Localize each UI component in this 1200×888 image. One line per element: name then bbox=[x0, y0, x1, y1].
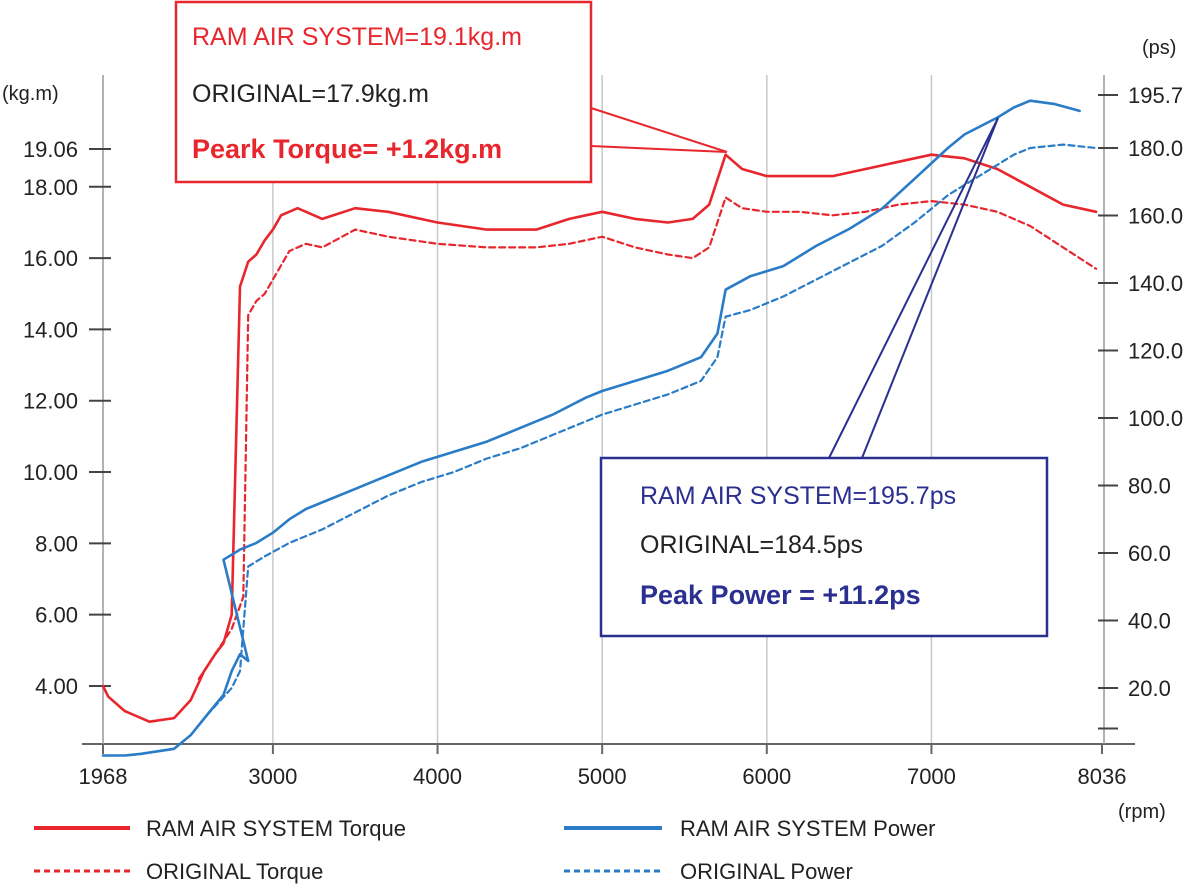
x-tick-label: 8036 bbox=[1078, 764, 1127, 789]
power-annotation-line1: RAM AIR SYSTEM=195.7ps bbox=[640, 482, 956, 510]
legend: RAM AIR SYSTEM Torque RAM AIR SYSTEM Powe… bbox=[34, 816, 936, 884]
x-tick-label: 1968 bbox=[79, 764, 128, 789]
series-line bbox=[101, 99, 1081, 757]
y-right-tick-label: 180.0 bbox=[1128, 136, 1183, 161]
torque-leader-line bbox=[590, 107, 728, 153]
y-left-tick-label: 16.00 bbox=[23, 246, 78, 271]
legend-label: RAM AIR SYSTEM Power bbox=[680, 816, 936, 841]
y-left-tick-label: 18.00 bbox=[23, 175, 78, 200]
legend-label: ORIGINAL Power bbox=[680, 859, 853, 884]
torque-annotation: RAM AIR SYSTEM=19.1kg.m ORIGINAL=17.9kg.… bbox=[174, 0, 593, 184]
power-leader-line bbox=[828, 117, 999, 459]
x-tick-label: 4000 bbox=[413, 764, 462, 789]
y-right-tick-label: 20.0 bbox=[1128, 676, 1171, 701]
y-left-tick-label: 4.00 bbox=[35, 674, 78, 699]
torque-annotation-line3: Peark Torque= +1.2kg.m bbox=[192, 134, 502, 164]
power-annotation-line2: ORIGINAL=184.5ps bbox=[640, 531, 863, 559]
torque-annotation-line1: RAM AIR SYSTEM=19.1kg.m bbox=[192, 23, 522, 51]
x-tick-label: 3000 bbox=[248, 764, 297, 789]
y-right-tick-label: 120.0 bbox=[1128, 338, 1183, 363]
x-tick-label: 7000 bbox=[907, 764, 956, 789]
callout-leaders bbox=[590, 107, 999, 459]
power-leader-line bbox=[861, 117, 999, 459]
y-right-tick-label: 60.0 bbox=[1128, 541, 1171, 566]
power-annotation: RAM AIR SYSTEM=195.7ps ORIGINAL=184.5ps … bbox=[599, 456, 1049, 638]
x-tick-label: 5000 bbox=[578, 764, 627, 789]
x-unit-label: (rpm) bbox=[1118, 801, 1166, 823]
y-left-tick-label: 10.00 bbox=[23, 460, 78, 485]
y-right-tick-label: 80.0 bbox=[1128, 473, 1171, 498]
legend-label: ORIGINAL Torque bbox=[146, 859, 323, 884]
y-right-tick-label: 140.0 bbox=[1128, 271, 1183, 296]
y-left-tick-label: 14.00 bbox=[23, 317, 78, 342]
power-annotation-box bbox=[599, 456, 1049, 638]
power-annotation-line3: Peak Power = +11.2ps bbox=[640, 580, 921, 610]
y-right-unit-label: (ps) bbox=[1142, 37, 1176, 59]
axes: 1968 3000 4000 5000 6000 7000 8036 19.06 18.00 16… bbox=[23, 75, 1183, 789]
legend-label: RAM AIR SYSTEM Torque bbox=[146, 816, 406, 841]
y-right-tick-label: 100.0 bbox=[1128, 406, 1183, 431]
torque-leader-line bbox=[590, 145, 728, 153]
y-left-tick-label: 8.00 bbox=[35, 531, 78, 556]
series-line bbox=[197, 196, 1098, 680]
y-left-unit-label: (kg.m) bbox=[2, 83, 59, 105]
y-right-tick-label: 195.7 bbox=[1128, 83, 1183, 108]
y-left-tick-label: 12.00 bbox=[23, 389, 78, 414]
x-tick-label: 6000 bbox=[742, 764, 791, 789]
torque-annotation-box bbox=[174, 0, 593, 184]
y-left-tick-label: 19.06 bbox=[23, 137, 78, 162]
y-left-tick-label: 6.00 bbox=[35, 603, 78, 628]
y-right-tick-label: 40.0 bbox=[1128, 608, 1171, 633]
series-lines bbox=[101, 99, 1098, 757]
y-right-tick-label: 160.0 bbox=[1128, 203, 1183, 228]
torque-annotation-line2: ORIGINAL=17.9kg.m bbox=[192, 80, 429, 108]
